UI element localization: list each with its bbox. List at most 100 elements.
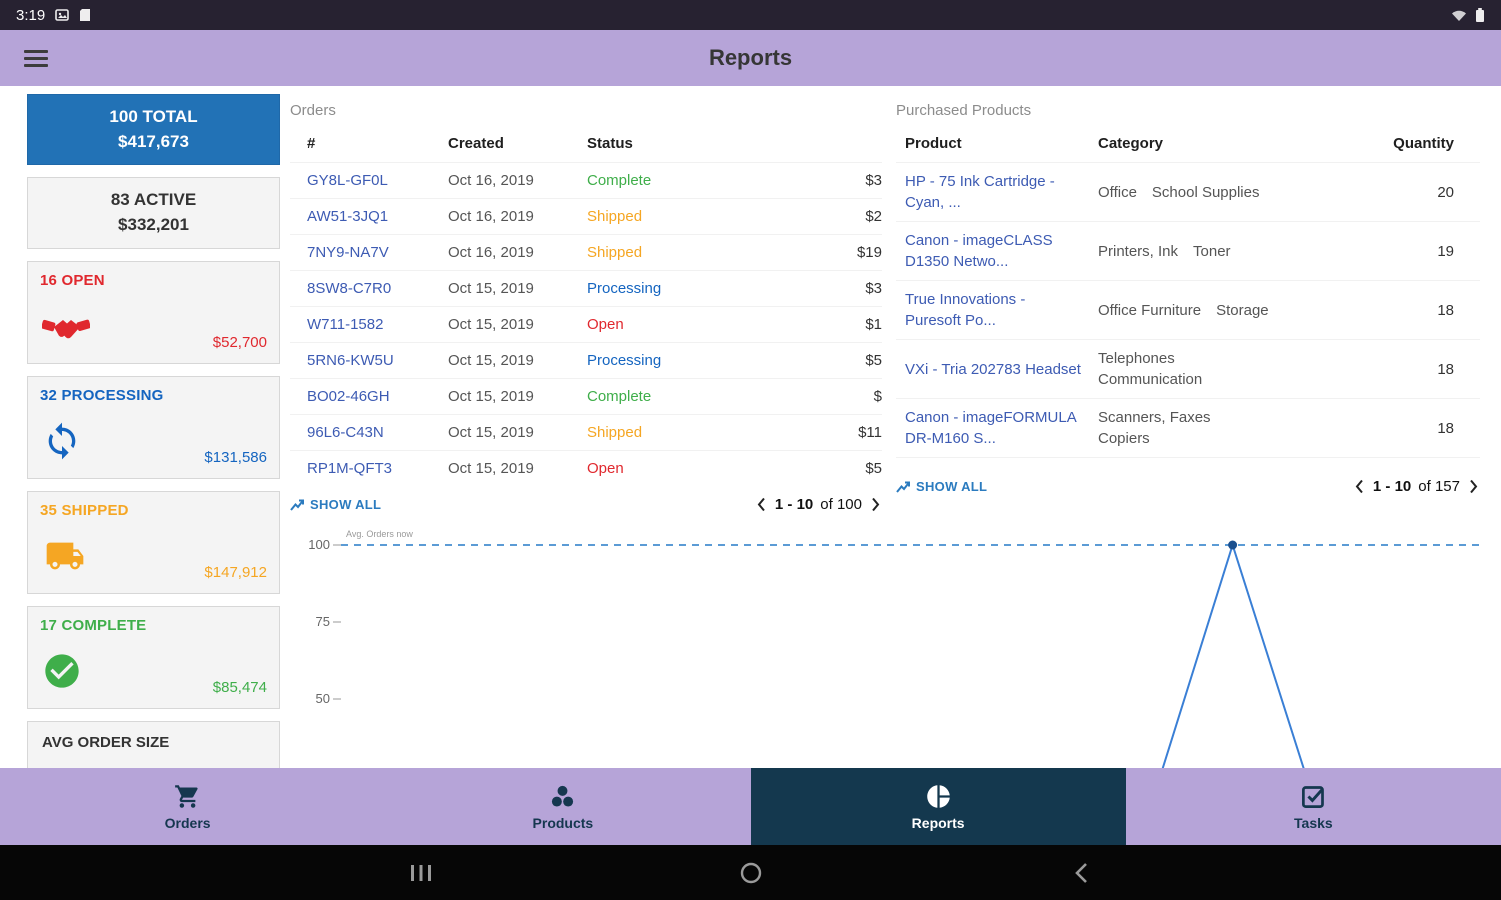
order-created: Oct 15, 2019 (448, 460, 534, 477)
orders-footer: SHOW ALL 1 - 10 of 100 (290, 496, 882, 513)
page-total: of 100 (820, 496, 862, 513)
order-id[interactable]: BO02-46GH (307, 388, 390, 405)
order-id[interactable]: RP1M-QFT3 (307, 460, 393, 477)
tab-products[interactable]: Products (375, 768, 750, 845)
product-name[interactable]: True Innovations - Puresoft Po... (905, 291, 1026, 329)
order-id[interactable]: 96L6-C43N (307, 424, 384, 441)
product-name[interactable]: Canon - imageCLASS D1350 Netwo... (905, 232, 1053, 270)
product-name[interactable]: VXi - Tria 202783 Headset (905, 360, 1081, 378)
order-amount: $5 (865, 352, 882, 369)
orders-series-line (1161, 541, 1305, 768)
complete-card[interactable]: 17 COMPLETE $85,474 (27, 605, 280, 709)
active-count: 83 ACTIVE (110, 190, 197, 210)
shipped-card[interactable]: 35 SHIPPED $147,912 (27, 490, 280, 594)
col-created: Created (448, 135, 504, 152)
shipped-label: 35 SHIPPED (40, 501, 129, 519)
products-footer: SHOW ALL 1 - 10 of 157 (896, 478, 1480, 495)
table-row[interactable]: 7NY9-NA7V Oct 16, 2019 Shipped $19 (290, 234, 882, 270)
order-id[interactable]: AW51-3JQ1 (307, 208, 389, 225)
order-id[interactable]: 8SW8-C7R0 (307, 280, 392, 297)
prev-page-icon[interactable] (755, 497, 768, 512)
table-row[interactable]: True Innovations - Puresoft Po... Office… (896, 280, 1480, 339)
table-row[interactable]: 5RN6-KW5U Oct 15, 2019 Processing $5 (290, 342, 882, 378)
table-row[interactable]: 8SW8-C7R0 Oct 15, 2019 Processing $3 (290, 270, 882, 306)
products-title: Purchased Products (896, 102, 1032, 119)
back-icon (1074, 862, 1087, 883)
product-name[interactable]: Canon - imageFORMULA DR-M160 S... (905, 409, 1076, 447)
sd-card-icon (79, 8, 91, 22)
table-row[interactable]: 96L6-C43N Oct 15, 2019 Shipped $11 (290, 414, 882, 450)
processing-label: 32 PROCESSING (40, 386, 164, 404)
col-quantity: Quantity (1393, 135, 1454, 152)
order-status: Shipped (587, 208, 643, 225)
table-row[interactable]: RP1M-QFT3 Oct 15, 2019 Open $5 (290, 450, 882, 486)
next-page-icon[interactable] (869, 497, 882, 512)
product-category: Office Furniture Storage (1098, 301, 1269, 319)
android-nav-bar (0, 845, 1501, 900)
tab-label: Tasks (1294, 814, 1333, 831)
order-created: Oct 15, 2019 (448, 388, 534, 405)
open-card[interactable]: 16 OPEN $52,700 (27, 260, 280, 364)
tab-orders[interactable]: Orders (0, 768, 375, 845)
order-status: Shipped (587, 424, 643, 441)
recents-button[interactable] (391, 853, 451, 893)
total-count: 100 TOTAL (109, 107, 198, 126)
tab-reports[interactable]: Reports (750, 768, 1126, 845)
table-row[interactable]: W711-1582 Oct 15, 2019 Open $1 (290, 306, 882, 342)
order-amount: $3 (865, 172, 882, 189)
order-id[interactable]: GY8L-GF0L (307, 172, 388, 189)
next-page-icon[interactable] (1467, 479, 1480, 494)
total-card[interactable]: 100 TOTAL $417,673 (27, 94, 280, 166)
table-row[interactable]: HP - 75 Ink Cartridge - Cyan, ... Office… (896, 162, 1480, 221)
home-button[interactable] (721, 853, 781, 893)
back-button[interactable] (1051, 853, 1111, 893)
order-id[interactable]: 7NY9-NA7V (307, 244, 389, 261)
table-row[interactable]: AW51-3JQ1 Oct 16, 2019 Shipped $2 (290, 198, 882, 234)
order-id[interactable]: W711-1582 (307, 316, 384, 333)
order-status: Complete (587, 172, 652, 189)
prev-page-icon[interactable] (1353, 479, 1366, 494)
page-range: 1 - 10 (1372, 478, 1412, 495)
product-quantity: 20 (1437, 183, 1454, 201)
recents-icon (410, 864, 431, 881)
product-category: Telephones Communication (1098, 350, 1203, 388)
order-created: Oct 15, 2019 (448, 424, 534, 441)
cart-icon (175, 784, 198, 808)
orders-pagination: 1 - 10 of 100 (755, 496, 882, 513)
table-row[interactable]: BO02-46GH Oct 15, 2019 Complete $ (290, 378, 882, 414)
table-row[interactable]: VXi - Tria 202783 Headset Telephones Com… (896, 339, 1480, 398)
trending-up-icon (290, 499, 304, 511)
processing-amount: $131,586 (204, 448, 267, 466)
clock-time: 3:19 (16, 6, 46, 24)
product-quantity: 18 (1437, 360, 1454, 378)
active-amount: $332,201 (118, 214, 189, 234)
product-name[interactable]: HP - 75 Ink Cartridge - Cyan, ... (905, 173, 1055, 211)
page-range: 1 - 10 (774, 496, 814, 513)
order-created: Oct 15, 2019 (448, 352, 534, 369)
active-card[interactable]: 83 ACTIVE $332,201 (27, 177, 280, 249)
order-created: Oct 16, 2019 (448, 208, 534, 225)
truck-icon (42, 536, 88, 581)
table-row[interactable]: Canon - imageFORMULA DR-M160 S... Scanne… (896, 398, 1480, 457)
menu-icon[interactable] (24, 46, 48, 71)
battery-icon (1475, 7, 1485, 23)
orders-show-all-button[interactable]: SHOW ALL (290, 497, 381, 512)
order-status: Shipped (587, 244, 643, 261)
col-category: Category (1098, 135, 1164, 152)
products-show-all-button[interactable]: SHOW ALL (896, 479, 987, 494)
table-row[interactable]: GY8L-GF0L Oct 16, 2019 Complete $3 (290, 162, 882, 198)
handshake-icon (41, 312, 91, 351)
table-row[interactable]: VXi - UC ProSet Headset Telephones Commu… (896, 457, 1480, 468)
order-amount: $1 (865, 316, 882, 333)
processing-card[interactable]: 32 PROCESSING $131,586 (27, 375, 280, 479)
tab-label: Orders (164, 814, 211, 831)
reference-line-label: Avg. Orders now (346, 529, 413, 539)
tab-label: Reports (911, 814, 965, 831)
avg-order-size-card[interactable]: AVG ORDER SIZE (27, 720, 280, 768)
order-id[interactable]: 5RN6-KW5U (307, 352, 394, 369)
tab-tasks[interactable]: Tasks (1126, 768, 1501, 845)
summary-sidebar: 100 TOTAL $417,673 83 ACTIVE $332,201 16… (27, 94, 280, 768)
table-row[interactable]: Canon - imageCLASS D1350 Netwo... Printe… (896, 221, 1480, 280)
products-icon (552, 785, 574, 807)
